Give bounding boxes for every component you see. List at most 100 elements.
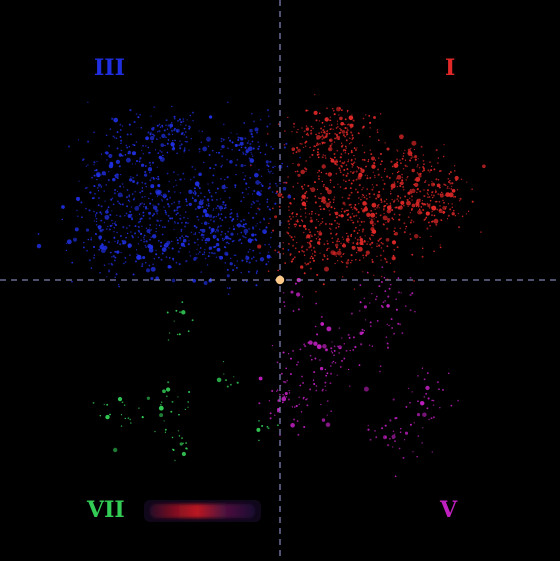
cluster-point (155, 249, 157, 252)
cluster-point (336, 160, 339, 163)
cluster-point (237, 136, 240, 139)
cluster-point (380, 247, 383, 249)
cluster-point (330, 128, 333, 130)
cluster-point (375, 197, 378, 200)
cluster-point (439, 170, 441, 173)
cluster-point (305, 140, 308, 143)
cluster-point (390, 318, 393, 321)
cluster-point (300, 208, 302, 210)
cluster-point (371, 292, 373, 295)
cluster-point (281, 401, 284, 404)
cluster-point (93, 257, 95, 259)
cluster-point (295, 404, 298, 408)
cluster-point (413, 233, 419, 239)
cluster-point (414, 158, 417, 161)
cluster-point (208, 246, 213, 250)
cluster-point (411, 391, 413, 393)
cluster-point (362, 201, 367, 206)
cluster-point (322, 344, 327, 349)
cluster-point (124, 215, 126, 217)
cluster-point (346, 129, 349, 132)
cluster-point (339, 169, 341, 171)
cluster-point (258, 402, 261, 405)
cluster-point (212, 208, 215, 210)
cluster-point (174, 191, 176, 193)
cluster-point (335, 127, 338, 129)
cluster-point (380, 199, 383, 201)
cluster-point (377, 173, 380, 176)
cluster-point (419, 400, 425, 406)
cluster-point (452, 195, 455, 198)
cluster-point (345, 209, 348, 212)
cluster-point (61, 218, 64, 221)
cluster-point (369, 127, 371, 129)
cluster-point (277, 245, 280, 248)
cluster-point (341, 261, 344, 264)
cluster-point (365, 197, 368, 200)
cluster-point (324, 154, 326, 157)
cluster-point (369, 196, 371, 198)
cluster-point (410, 152, 413, 155)
cluster-point (194, 181, 200, 187)
cluster-point (244, 164, 246, 167)
cluster-point (322, 199, 327, 204)
cluster-point (171, 105, 173, 108)
cluster-point (129, 109, 132, 112)
cluster-point (449, 179, 451, 182)
cluster-point (137, 229, 140, 232)
cluster-point (171, 133, 174, 136)
cluster-point (417, 187, 419, 190)
cluster-point (345, 164, 348, 166)
cluster-point (371, 231, 373, 234)
cluster-point (323, 141, 326, 144)
cluster-point (322, 283, 325, 286)
cluster-point (319, 359, 321, 361)
cluster-point (421, 247, 424, 250)
cluster-point (220, 233, 222, 236)
cluster-point (447, 214, 450, 217)
cluster-point (331, 362, 333, 364)
cluster-point (326, 414, 328, 416)
cluster-point (159, 245, 162, 248)
cluster-point (245, 237, 247, 239)
cluster-point (260, 190, 262, 192)
cluster-point (175, 213, 178, 216)
cluster-point (147, 131, 150, 134)
cluster-point (350, 131, 353, 134)
cluster-point (197, 205, 201, 210)
cluster-point (208, 222, 210, 225)
cluster-point (301, 143, 303, 145)
cluster-point (436, 183, 441, 188)
cluster-point (152, 205, 158, 210)
cluster-point (183, 133, 186, 136)
cluster-point (321, 138, 324, 140)
cluster-point (185, 198, 188, 201)
cluster-point (309, 231, 312, 234)
cluster-point (245, 280, 248, 283)
cluster-point (149, 192, 152, 195)
cluster-point (286, 379, 289, 382)
cluster-point (108, 170, 110, 173)
cluster-point (259, 228, 261, 231)
cluster-point (239, 141, 244, 146)
cluster-point (390, 190, 392, 192)
cluster-point (304, 262, 306, 264)
cluster-point (115, 224, 117, 226)
cluster-point (128, 123, 131, 126)
cluster-point (202, 161, 205, 164)
origin-marker (275, 275, 285, 285)
cluster-point (287, 242, 290, 245)
cluster-point (144, 165, 147, 167)
cluster-point (119, 215, 122, 218)
cluster-point (318, 197, 320, 200)
cluster-point (347, 197, 350, 200)
cluster-point (75, 196, 81, 201)
cluster-point (180, 242, 185, 247)
cluster-point (202, 146, 208, 152)
cluster-point (93, 164, 95, 166)
cluster-point (356, 220, 359, 223)
cluster-point (139, 218, 142, 221)
cluster-point (386, 323, 388, 325)
cluster-point (300, 185, 304, 188)
cluster-point (392, 430, 395, 433)
